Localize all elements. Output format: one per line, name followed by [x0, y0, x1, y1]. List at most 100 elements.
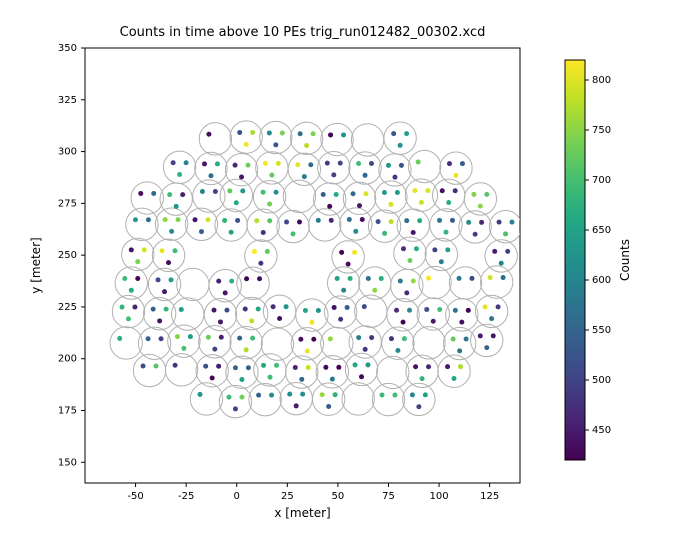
pmt-marker	[154, 364, 159, 369]
colorbar-tick-label: 650	[592, 225, 611, 236]
pmt-marker	[491, 333, 496, 338]
pmt-marker	[215, 161, 220, 166]
pmt-marker	[348, 276, 353, 281]
pmt-marker	[346, 262, 351, 267]
pmt-marker	[341, 132, 346, 137]
pmt-marker	[362, 304, 367, 309]
pmt-marker	[297, 220, 302, 225]
pmt-marker	[347, 217, 352, 222]
pmt-marker	[382, 231, 387, 236]
pmt-marker	[173, 363, 178, 368]
pmt-marker	[338, 161, 343, 166]
pmt-marker	[382, 190, 387, 195]
pmt-marker	[328, 336, 333, 341]
pmt-marker	[151, 191, 156, 196]
pmt-marker	[450, 218, 455, 223]
pmt-marker	[447, 161, 452, 166]
x-tick-label: 75	[382, 491, 395, 502]
pmt-marker	[146, 336, 151, 341]
pmt-marker	[174, 204, 179, 209]
pmt-marker	[484, 192, 489, 197]
pmt-marker	[394, 308, 399, 313]
pmt-marker	[233, 365, 238, 370]
pmt-marker	[426, 364, 431, 369]
pmt-marker	[176, 217, 181, 222]
pmt-marker	[316, 308, 321, 313]
pmt-marker	[117, 336, 122, 341]
x-tick-label: -50	[127, 491, 143, 502]
pmt-marker	[395, 348, 400, 353]
pmt-marker	[326, 404, 331, 409]
pmt-marker	[171, 160, 176, 165]
pmt-marker	[261, 190, 266, 195]
pmt-marker	[341, 288, 346, 293]
pmt-marker	[206, 335, 211, 340]
y-tick-label: 175	[58, 406, 77, 417]
pmt-marker	[366, 276, 371, 281]
pmt-marker	[411, 279, 416, 284]
pmt-marker	[488, 275, 493, 280]
pmt-marker	[133, 217, 138, 222]
pmt-marker	[256, 393, 261, 398]
pmt-marker	[458, 364, 463, 369]
pmt-marker	[399, 163, 404, 168]
pmt-marker	[132, 305, 137, 310]
y-tick-label: 150	[58, 457, 77, 468]
pmt-marker	[295, 162, 300, 167]
pmt-marker	[309, 320, 314, 325]
pmt-marker	[321, 192, 326, 197]
pmt-marker	[389, 219, 394, 224]
pmt-marker	[325, 161, 330, 166]
pmt-marker	[401, 320, 406, 325]
pmt-marker	[268, 375, 273, 380]
pmt-marker	[223, 290, 228, 295]
pmt-marker	[363, 347, 368, 352]
pmt-marker	[141, 364, 146, 369]
pmt-marker	[431, 319, 436, 324]
pmt-marker	[180, 192, 185, 197]
pmt-marker	[331, 172, 336, 177]
x-tick-label: 25	[281, 491, 294, 502]
y-tick-label: 250	[58, 250, 77, 261]
pmt-marker	[380, 392, 385, 397]
pmt-marker	[446, 200, 451, 205]
x-tick-label: 50	[332, 491, 345, 502]
pmt-marker	[197, 392, 202, 397]
pmt-marker	[159, 336, 164, 341]
pmt-marker	[453, 188, 458, 193]
pmt-marker	[284, 304, 289, 309]
pmt-marker	[391, 131, 396, 136]
colorbar-tick-label: 700	[592, 175, 611, 186]
pmt-marker	[404, 131, 409, 136]
pmt-marker	[157, 318, 162, 323]
pmt-marker	[503, 231, 508, 236]
pmt-marker	[233, 406, 238, 411]
y-tick-label: 325	[58, 95, 77, 106]
pmt-marker	[489, 316, 494, 321]
pmt-marker	[304, 143, 309, 148]
pmt-marker	[227, 188, 232, 193]
pmt-marker	[208, 173, 213, 178]
pmt-marker	[233, 163, 238, 168]
pmt-marker	[420, 376, 425, 381]
pmt-marker	[419, 200, 424, 205]
y-axis-label: y [meter]	[29, 237, 43, 293]
pmt-marker	[222, 218, 227, 223]
pmt-marker	[239, 395, 244, 400]
pmt-marker	[258, 261, 263, 266]
pmt-marker	[261, 363, 266, 368]
pmt-marker	[167, 192, 172, 197]
pmt-marker	[386, 163, 391, 168]
pmt-marker	[484, 345, 489, 350]
pmt-marker	[142, 247, 147, 252]
pmt-marker	[274, 190, 279, 195]
pmt-marker	[267, 131, 272, 136]
pmt-marker	[184, 160, 189, 165]
pmt-marker	[193, 217, 198, 222]
pmt-marker	[276, 161, 281, 166]
pmt-marker	[237, 336, 242, 341]
pmt-marker	[243, 307, 248, 312]
colorbar-title: Counts	[618, 239, 632, 281]
pmt-marker	[499, 261, 504, 266]
pmt-marker	[280, 131, 285, 136]
